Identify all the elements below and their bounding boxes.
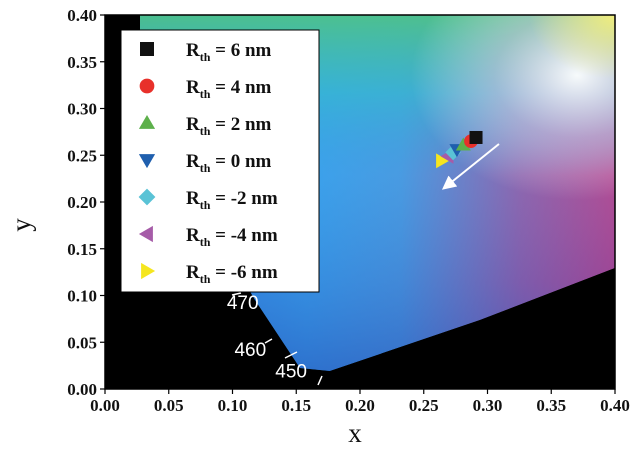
direction-arrow <box>441 143 500 190</box>
data-point-triangle-up <box>455 137 471 151</box>
legend-marker-triangle-left <box>138 225 153 243</box>
legend-item: Rth = 2 nm <box>138 114 272 138</box>
x-tick-label: 0.00 <box>90 396 120 415</box>
legend-label-value: = 6 nm <box>210 40 271 61</box>
annotation-layer <box>441 143 500 190</box>
legend-label-main: R <box>186 225 200 246</box>
legend-label-subscript: th <box>200 124 211 138</box>
y-axis-title: y <box>6 218 36 232</box>
y-tick-label: 0.00 <box>67 380 97 399</box>
legend-label-subscript: th <box>200 198 211 212</box>
y-tick-label: 0.05 <box>67 333 97 352</box>
y-tick-label: 0.30 <box>67 100 97 119</box>
legend-item: Rth = -6 nm <box>141 262 278 286</box>
legend-label: Rth = 0 nm <box>186 151 272 175</box>
legend-marker-circle <box>139 78 155 94</box>
x-tick-label: 0.20 <box>345 396 375 415</box>
x-tick-label: 0.35 <box>536 396 566 415</box>
x-tick-label: 0.30 <box>473 396 503 415</box>
x-tick-label: 0.10 <box>218 396 248 415</box>
wavelength-label: 450 <box>275 361 307 382</box>
y-tick-label: 0.15 <box>67 240 97 259</box>
legend-label-value: = 2 nm <box>210 114 271 135</box>
legend-marker-triangle-right <box>141 262 156 280</box>
legend-label-subscript: th <box>200 161 211 175</box>
legend-label-value: = 4 nm <box>210 77 271 98</box>
y-tick-label: 0.20 <box>67 193 97 212</box>
data-point-triangle-right <box>436 153 450 169</box>
y-tick-label: 0.40 <box>67 6 97 25</box>
legend-label-main: R <box>186 40 200 61</box>
legend-label-value: = -4 nm <box>210 225 277 246</box>
legend-label-main: R <box>186 188 200 209</box>
legend-item: Rth = -4 nm <box>138 225 278 249</box>
wavelength-label: 460 <box>234 340 266 361</box>
x-axis-ticks: 0.00 0.05 0.10 0.15 0.20 0.25 0.30 0.35 0.40 <box>90 389 630 415</box>
legend-label: Rth = -4 nm <box>186 225 278 249</box>
spectral-locus-ticks <box>231 292 323 386</box>
legend-marker-triangle-down <box>138 154 156 169</box>
legend-label: Rth = 6 nm <box>186 40 272 64</box>
legend-label-value: = -6 nm <box>210 262 277 283</box>
legend-item: Rth = -2 nm <box>138 188 278 212</box>
legend-label-main: R <box>186 114 200 135</box>
legend-label-main: R <box>186 151 200 172</box>
legend-label-main: R <box>186 262 200 283</box>
legend-label: Rth = 4 nm <box>186 77 272 101</box>
x-tick-label: 0.25 <box>409 396 439 415</box>
legend-marker-square <box>140 42 154 56</box>
legend-label: Rth = -6 nm <box>186 262 278 286</box>
x-axis-title: x <box>348 418 362 448</box>
legend-label: Rth = -2 nm <box>186 188 278 212</box>
legend-label-subscript: th <box>200 87 211 101</box>
legend-box <box>120 29 320 293</box>
y-tick-label: 0.25 <box>67 146 97 165</box>
legend-label-subscript: th <box>200 235 211 249</box>
wavelength-label: 470 <box>227 293 259 314</box>
y-tick-label: 0.35 <box>67 53 97 72</box>
y-axis-ticks: 0.00 0.05 0.10 0.15 0.20 0.25 0.30 0.35 0.40 <box>67 6 105 399</box>
legend-item: Rth = 4 nm <box>139 77 272 101</box>
data-point-square <box>469 130 483 144</box>
legend-label-value: = -2 nm <box>210 188 277 209</box>
legend-item: Rth = 6 nm <box>140 40 272 64</box>
x-tick-label: 0.40 <box>600 396 630 415</box>
legend-label-subscript: th <box>200 272 211 286</box>
x-tick-label: 0.15 <box>281 396 311 415</box>
wavelength-labels: 470 460 450 <box>227 293 307 382</box>
legend-label-subscript: th <box>200 50 211 64</box>
legend-marker-diamond <box>138 188 156 206</box>
data-points <box>436 130 483 169</box>
legend-label-value: = 0 nm <box>210 151 271 172</box>
x-tick-label: 0.05 <box>154 396 184 415</box>
legend-label: Rth = 2 nm <box>186 114 272 138</box>
y-tick-label: 0.10 <box>67 287 97 306</box>
legend-label-main: R <box>186 77 200 98</box>
legend-marker-triangle-up <box>138 115 156 129</box>
legend-item: Rth = 0 nm <box>138 151 272 175</box>
